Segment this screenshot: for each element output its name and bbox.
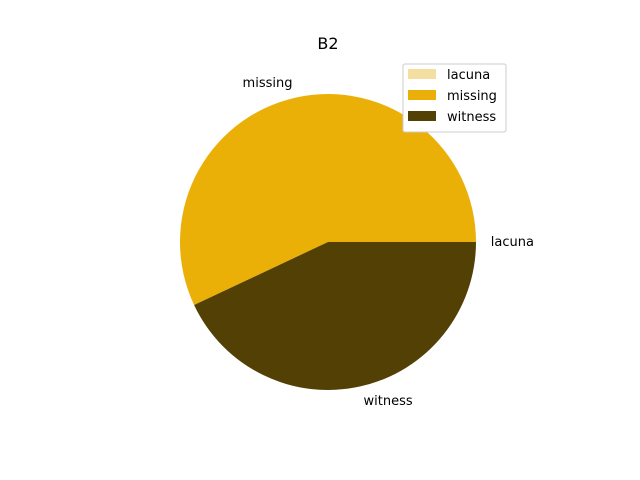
legend-swatch-missing: [408, 90, 436, 100]
pie-slice-missing: [180, 94, 477, 306]
legend: lacuna missing witness: [402, 63, 507, 133]
legend-swatch-witness: [408, 111, 436, 121]
pie-label-missing: missing: [243, 76, 293, 91]
pie-slices: [180, 94, 477, 390]
legend-label-lacuna: lacuna: [447, 68, 490, 83]
legend-label-witness: witness: [447, 110, 496, 125]
chart-title: B2: [317, 34, 338, 53]
legend-swatch-lacuna: [408, 69, 436, 79]
pie-label-lacuna: lacuna: [491, 235, 534, 250]
pie-label-witness: witness: [364, 394, 413, 409]
pie-slice-witness: [194, 242, 476, 390]
pie-slice-labels: lacuna missing witness: [243, 76, 534, 409]
legend-label-missing: missing: [447, 89, 497, 104]
